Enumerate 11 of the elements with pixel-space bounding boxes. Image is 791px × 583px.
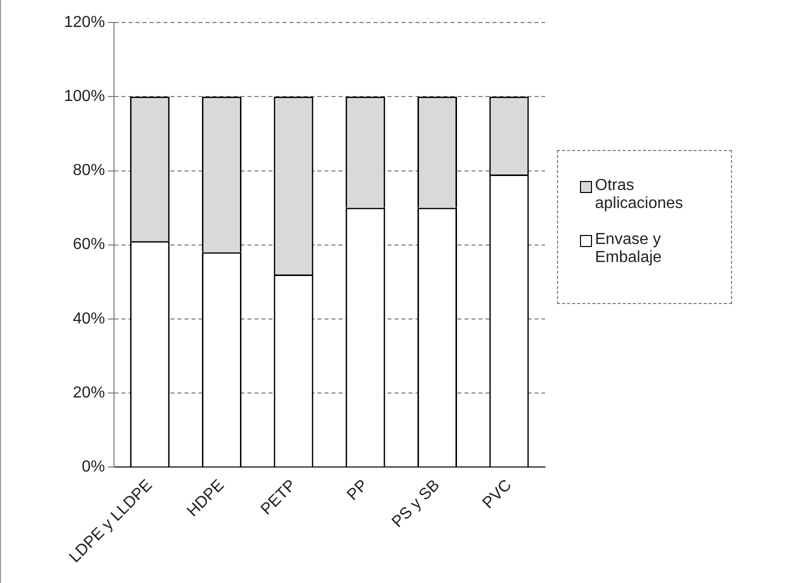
y-tick-label: 40%: [72, 310, 105, 328]
x-tick-label: PP: [344, 476, 372, 504]
y-tick-label: 20%: [72, 384, 105, 402]
y-tick-label: 0%: [82, 458, 105, 476]
y-tick-label: 100%: [64, 88, 105, 106]
y-tick-label: 60%: [72, 236, 105, 254]
y-tick-label: 120%: [64, 14, 105, 32]
x-tick-label: PS y SB: [389, 476, 444, 531]
text: Envase y Embalaje: [595, 231, 663, 267]
legend-label: Otras aplicaciones: [595, 177, 684, 213]
y-tick-label: 80%: [72, 162, 105, 180]
